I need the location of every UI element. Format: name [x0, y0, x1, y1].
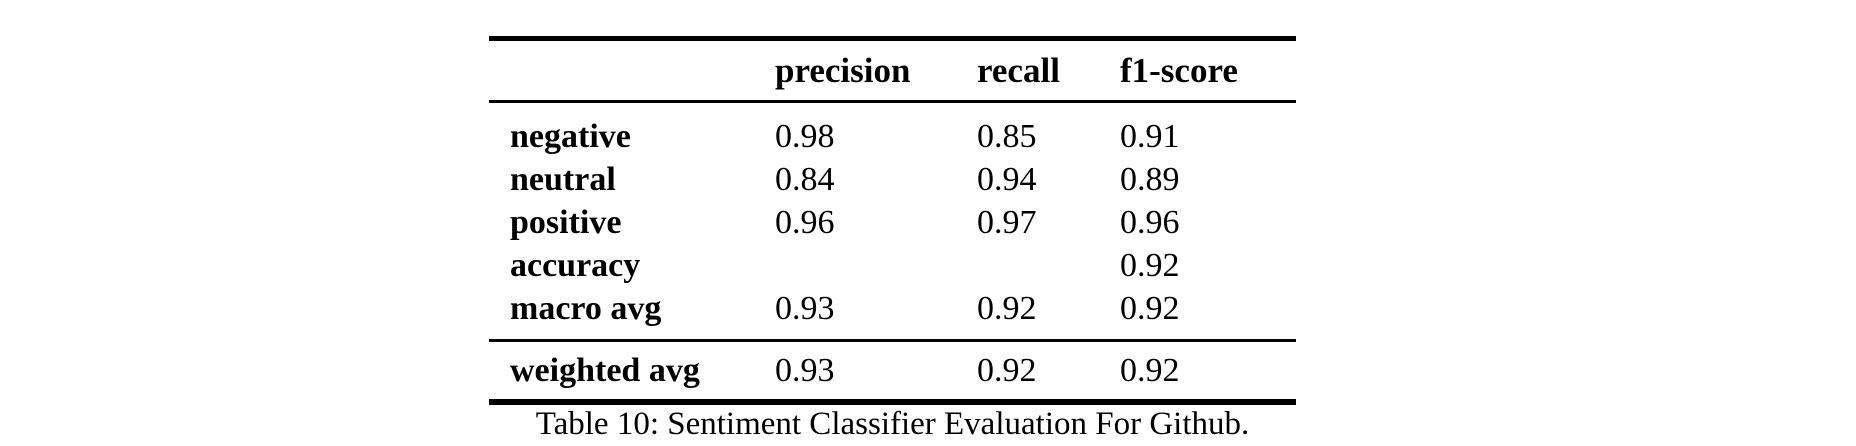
cell-recall: 0.92 — [977, 351, 1037, 389]
table-header-rule — [489, 100, 1296, 103]
row-label: positive — [510, 203, 622, 241]
row-label: accuracy — [510, 246, 641, 284]
cell-precision: 0.93 — [775, 351, 835, 389]
table-row-positive: positive 0.96 0.97 0.96 — [489, 201, 1296, 244]
table-row-neutral: neutral 0.84 0.94 0.89 — [489, 158, 1296, 201]
cell-f1-score: 0.92 — [1120, 351, 1180, 389]
table-row-negative: negative 0.98 0.85 0.91 — [489, 115, 1296, 158]
table-row-weighted-avg: weighted avg 0.93 0.92 0.92 — [489, 342, 1296, 399]
cell-precision: 0.98 — [775, 117, 835, 155]
cell-f1-score: 0.91 — [1120, 117, 1180, 155]
cell-recall: 0.97 — [977, 203, 1037, 241]
results-table: precision recall f1-score negative 0.98 … — [489, 36, 1296, 405]
header-f1-score: f1-score — [1120, 51, 1238, 90]
table-mid-rule — [489, 339, 1296, 342]
table-bottom-rule — [489, 399, 1296, 405]
row-label: macro avg — [510, 289, 662, 327]
row-label: weighted avg — [510, 351, 700, 389]
table-row-accuracy: accuracy 0.92 — [489, 244, 1296, 287]
cell-f1-score: 0.96 — [1120, 203, 1180, 241]
table-body: negative 0.98 0.85 0.91 neutral 0.84 0.9… — [489, 103, 1296, 339]
cell-recall: 0.85 — [977, 117, 1037, 155]
cell-f1-score: 0.89 — [1120, 160, 1180, 198]
row-label: negative — [510, 117, 631, 155]
cell-f1-score: 0.92 — [1120, 289, 1180, 327]
table-top-rule — [489, 36, 1296, 41]
cell-recall: 0.92 — [977, 289, 1037, 327]
table-header-row: precision recall f1-score — [489, 41, 1296, 100]
cell-precision: 0.96 — [775, 203, 835, 241]
header-recall: recall — [977, 51, 1060, 90]
row-label: neutral — [510, 160, 616, 198]
cell-recall: 0.94 — [977, 160, 1037, 198]
table-row-macro-avg: macro avg 0.93 0.92 0.92 — [489, 287, 1296, 330]
cell-precision: 0.93 — [775, 289, 835, 327]
header-precision: precision — [775, 51, 911, 90]
cell-f1-score: 0.92 — [1120, 246, 1180, 284]
table-caption: Table 10: Sentiment Classifier Evaluatio… — [535, 406, 1250, 442]
cell-precision: 0.84 — [775, 160, 835, 198]
